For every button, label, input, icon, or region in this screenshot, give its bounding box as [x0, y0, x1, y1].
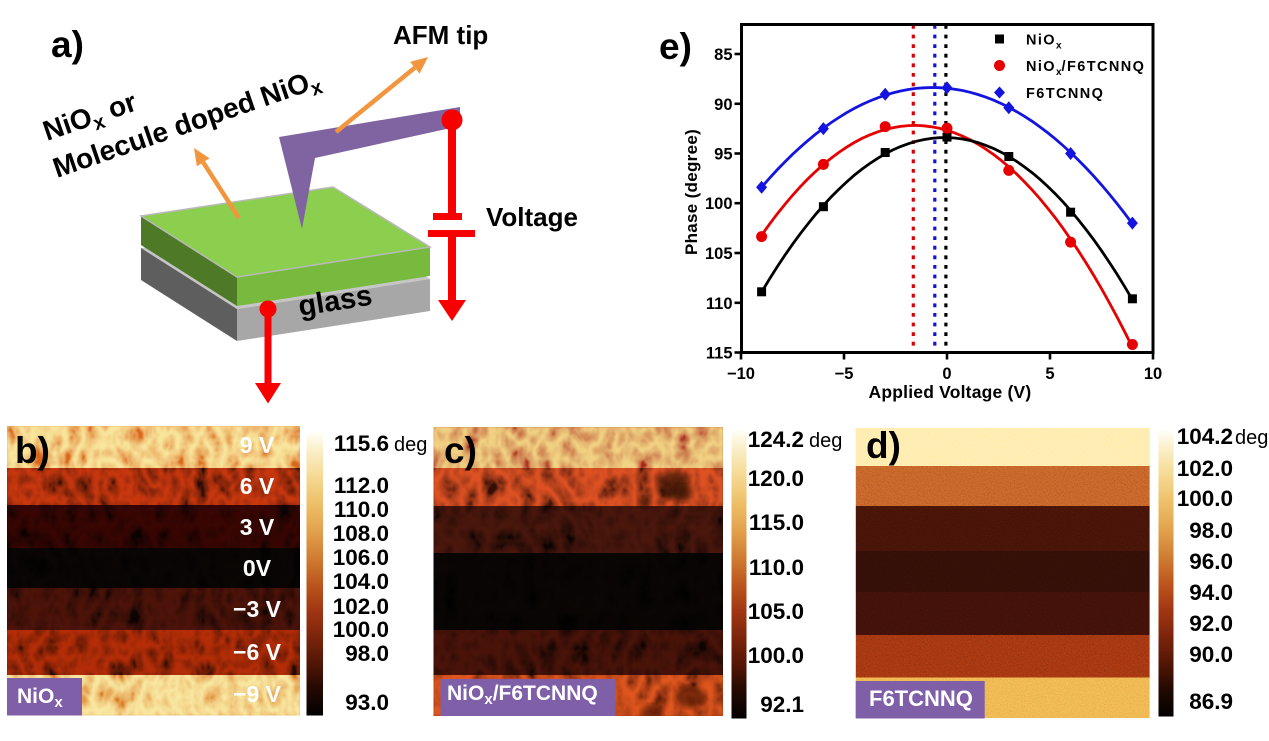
svg-text:102.0: 102.0: [333, 594, 389, 619]
svg-text:96.0: 96.0: [1189, 549, 1233, 574]
svg-text:−9 V: −9 V: [233, 681, 282, 707]
svg-text:93.0: 93.0: [345, 690, 389, 715]
svg-text:105.0: 105.0: [748, 599, 804, 624]
svg-text:98.0: 98.0: [1189, 518, 1233, 543]
svg-text:a): a): [51, 24, 84, 65]
svg-text:9 V: 9 V: [240, 432, 275, 458]
svg-text:115.6: 115.6: [334, 431, 389, 456]
svg-text:d): d): [866, 425, 901, 466]
svg-text:124.2: 124.2: [748, 427, 804, 452]
svg-text:−6 V: −6 V: [233, 639, 282, 665]
svg-text:108.0: 108.0: [333, 521, 389, 546]
svg-text:AFM tip: AFM tip: [393, 20, 488, 50]
svg-text:85: 85: [714, 46, 732, 64]
svg-text:90.0: 90.0: [1189, 642, 1233, 667]
svg-text:86.9: 86.9: [1189, 689, 1233, 714]
svg-text:Voltage: Voltage: [486, 202, 578, 232]
svg-text:5: 5: [1045, 365, 1054, 383]
svg-text:98.0: 98.0: [345, 641, 389, 666]
svg-text:92.1: 92.1: [760, 692, 804, 717]
svg-text:deg: deg: [1235, 427, 1268, 449]
svg-text:112.0: 112.0: [334, 473, 389, 498]
svg-text:90: 90: [714, 96, 732, 114]
svg-text:Phase (degree): Phase (degree): [682, 129, 701, 255]
svg-text:100.0: 100.0: [748, 643, 804, 668]
svg-text:106.0: 106.0: [333, 545, 389, 570]
svg-text:110.0: 110.0: [334, 497, 389, 522]
svg-text:−3 V: −3 V: [233, 596, 282, 622]
svg-text:120.0: 120.0: [748, 466, 804, 491]
svg-text:deg: deg: [809, 430, 842, 452]
svg-text:0V: 0V: [243, 555, 272, 581]
svg-text:115.0: 115.0: [749, 510, 804, 535]
svg-text:100: 100: [705, 195, 733, 213]
svg-text:−5: −5: [835, 365, 854, 383]
svg-text:NiOx/F6TCNNQ: NiOx/F6TCNNQ: [1026, 59, 1145, 78]
svg-text:104.2: 104.2: [1177, 424, 1233, 449]
svg-text:110: 110: [706, 295, 733, 313]
svg-text:3 V: 3 V: [240, 514, 275, 540]
svg-text:10: 10: [1144, 365, 1162, 383]
svg-text:104.0: 104.0: [333, 569, 389, 594]
svg-text:105: 105: [705, 245, 733, 263]
svg-text:102.0: 102.0: [1177, 456, 1233, 481]
svg-text:92.0: 92.0: [1189, 611, 1233, 636]
svg-text:c): c): [444, 430, 477, 471]
svg-text:100.0: 100.0: [1177, 486, 1233, 511]
svg-text:NiOx/F6TCNNQ: NiOx/F6TCNNQ: [447, 682, 598, 708]
svg-text:F6TCNNQ: F6TCNNQ: [869, 686, 973, 711]
svg-text:Applied Voltage (V): Applied Voltage (V): [869, 382, 1032, 402]
svg-text:115: 115: [706, 345, 733, 363]
svg-text:6 V: 6 V: [240, 473, 275, 499]
svg-text:deg: deg: [394, 434, 427, 456]
svg-text:−10: −10: [727, 365, 755, 383]
svg-text:F6TCNNQ: F6TCNNQ: [1026, 86, 1104, 102]
svg-text:b): b): [15, 430, 50, 471]
svg-text:100.0: 100.0: [333, 617, 389, 642]
svg-text:0: 0: [942, 365, 951, 383]
svg-text:95: 95: [714, 146, 732, 164]
svg-text:e): e): [659, 26, 692, 67]
svg-text:94.0: 94.0: [1189, 580, 1233, 605]
svg-text:NiOx: NiOx: [1026, 33, 1062, 52]
svg-text:110.0: 110.0: [749, 555, 804, 580]
